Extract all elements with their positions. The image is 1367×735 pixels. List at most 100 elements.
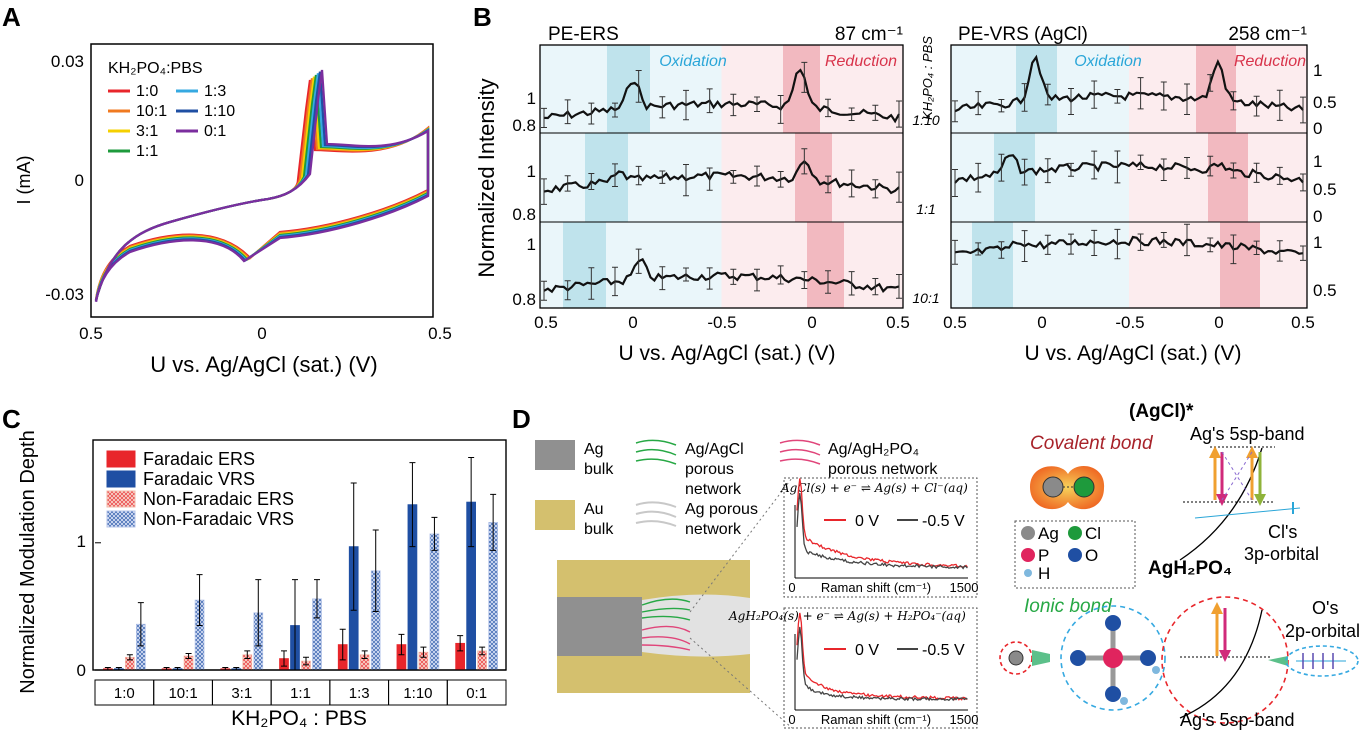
- error-bar: [659, 170, 666, 184]
- error-bar: [361, 650, 368, 660]
- spec1-legend-0v: 0 V: [855, 513, 879, 530]
- y-tick-1: 0: [75, 171, 84, 190]
- error-bar: [372, 529, 379, 612]
- reduction-label-right: Reduction: [1234, 53, 1306, 70]
- error-bar: [588, 267, 595, 300]
- error-bar: [1184, 157, 1190, 179]
- category-label-0-1: 0:1: [466, 685, 487, 702]
- error-bar: [1300, 96, 1306, 124]
- y-tick-0: 0.03: [51, 52, 84, 71]
- ratio-10-1: 10:1: [912, 290, 939, 306]
- spec1-legend-05v: -0.5 V: [922, 513, 965, 530]
- agcl-star-label: (AgCl)*: [1129, 401, 1194, 422]
- error-bar: [409, 462, 416, 548]
- b-rx-1: 0: [1037, 313, 1046, 332]
- category-label-10-1: 10:1: [168, 685, 197, 702]
- error-bar: [541, 280, 547, 301]
- spec2-legend-0v: 0 V: [855, 642, 879, 659]
- error-bar: [1184, 83, 1190, 116]
- covalent-bond-label: Covalent bond: [1030, 433, 1154, 454]
- b-ry-0: 1: [1313, 61, 1322, 80]
- legend-swatch-0: [106, 450, 136, 468]
- swatch-ag-porous: [635, 501, 677, 527]
- error-bar: [1137, 154, 1144, 170]
- error-bar: [1044, 234, 1051, 255]
- error-bar: [975, 162, 982, 193]
- error-bar: [683, 164, 689, 197]
- covalent-molecule: [1030, 465, 1105, 510]
- c-y-axis-label: Normalized Modulation Depth: [17, 430, 39, 693]
- oxidation-peak-band: [563, 222, 606, 308]
- error-bar: [754, 268, 760, 292]
- error-bar: [281, 650, 287, 667]
- c-y-tick-1: 1: [77, 532, 86, 551]
- error-bar: [137, 602, 144, 647]
- error-bar: [952, 100, 958, 123]
- error-bar: [754, 96, 760, 113]
- b-rx-0: 0.5: [943, 313, 967, 332]
- error-bar: [1230, 162, 1237, 179]
- error-bar: [1253, 95, 1260, 117]
- atom-p-icon: [1021, 548, 1035, 562]
- error-bar: [777, 265, 784, 285]
- error-bar: [659, 266, 666, 291]
- intensity-trace-4: [954, 154, 1304, 184]
- intensity-trace-0: [543, 68, 900, 124]
- reduction-band: [1129, 222, 1307, 308]
- cv-curve-0-1: [94, 69, 430, 302]
- panel-a: A KH₂PO₄:PBS 1:0 10:1 3:1 1:1 1:3 1:10 0:1 0.0…: [2, 2, 452, 377]
- legend-label-faradaic-vrs: Faradaic VRS: [143, 469, 255, 489]
- error-bar: [1068, 233, 1074, 255]
- b-ry-2: 0: [1313, 119, 1322, 138]
- legend-au-2: bulk: [584, 521, 614, 538]
- b-ly-2: 1: [527, 162, 536, 181]
- legend-label-1-10: 1:10: [204, 103, 235, 120]
- error-bar: [872, 277, 879, 296]
- cl3p-label-1: Cl's: [1268, 522, 1297, 542]
- oxidation-label-right: Oxidation: [1074, 53, 1142, 70]
- legend-label-faradaic-ers: Faradaic ERS: [143, 449, 255, 469]
- atom-h-icon: [1024, 569, 1032, 577]
- error-bar: [952, 239, 958, 265]
- error-bar: [777, 94, 784, 124]
- b-left-title: PE-ERS: [548, 24, 619, 45]
- error-bar: [1044, 158, 1051, 184]
- panel-label-d: D: [512, 404, 531, 434]
- error-bar: [683, 89, 689, 121]
- panel-label-a: A: [2, 2, 21, 32]
- error-bar: [612, 163, 618, 187]
- intensity-traces: [541, 54, 1306, 301]
- reduction-peak-band: [795, 133, 832, 222]
- y-axis-label: I (mA): [14, 156, 34, 205]
- error-bar: [1253, 162, 1260, 183]
- error-bar: [1021, 158, 1028, 186]
- error-bar: [541, 178, 547, 205]
- swatch-agcl: [635, 439, 677, 465]
- error-bar: [431, 516, 438, 551]
- error-bar: [1091, 80, 1098, 109]
- spectrum-2-axes: [794, 634, 968, 711]
- oxidation-label-left: Oxidation: [659, 53, 727, 70]
- error-bar: [998, 241, 1005, 259]
- error-bar: [1207, 155, 1214, 177]
- b-right-frame: [950, 44, 1308, 309]
- error-bar: [1276, 89, 1283, 121]
- b-ly-3: 0.8: [512, 205, 536, 224]
- legend-au-1: Au: [584, 501, 604, 518]
- b-lx-3: 0: [807, 313, 816, 332]
- reduction-label-left: Reduction: [825, 53, 897, 70]
- category-label-1-10: 1:10: [403, 685, 432, 702]
- oxidation-peak-band: [607, 45, 650, 133]
- error-bar: [612, 266, 618, 297]
- error-bar: [825, 270, 831, 294]
- intensity-trace-3: [954, 54, 1304, 113]
- reduction-peak-band: [1196, 45, 1236, 133]
- error-bar: [1091, 229, 1098, 257]
- error-bar: [635, 248, 642, 274]
- spec1-xlabel: Raman shift (cm⁻¹): [821, 580, 931, 595]
- legend-agh2po4-2: porous network: [828, 461, 938, 478]
- legend-agcl-3: network: [685, 481, 742, 498]
- spec2-x1: 1500: [950, 712, 979, 727]
- error-bar: [730, 268, 737, 285]
- x-tick-0: 0.5: [79, 324, 103, 343]
